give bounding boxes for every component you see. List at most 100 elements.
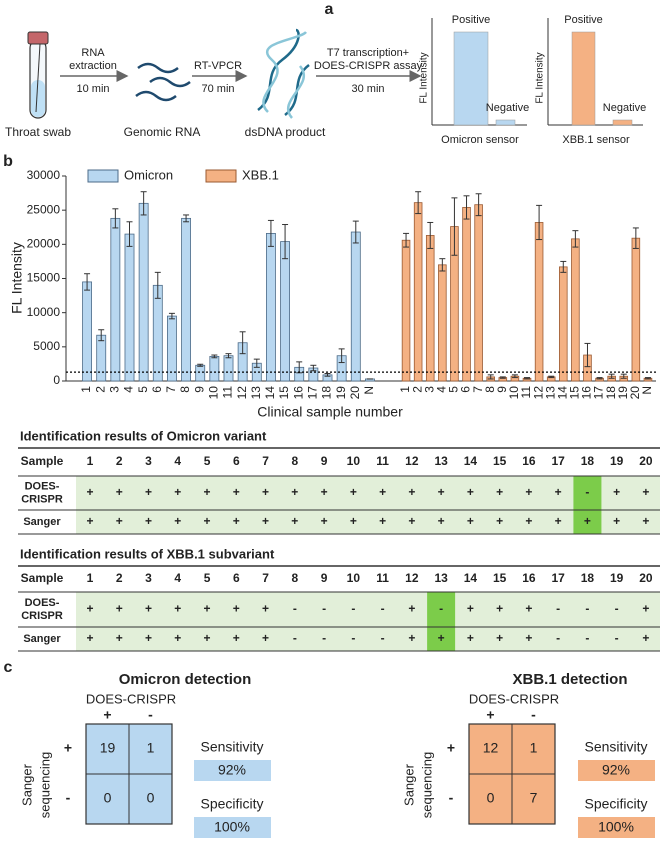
legend-swatch (87, 169, 119, 183)
column-label: 11 (376, 454, 389, 468)
table-cell: - (615, 602, 619, 616)
positive-label: Positive (564, 14, 603, 26)
x-tick-label: 5 (136, 386, 150, 393)
matrix-value: 0 (104, 790, 112, 806)
table-row-bg (76, 476, 660, 534)
legend-swatch (205, 169, 237, 183)
genomic-rna-icon (135, 62, 191, 102)
column-label: 4 (174, 571, 181, 585)
x-tick-label: 8 (483, 386, 497, 393)
table-cell: + (262, 602, 269, 616)
table-cell: + (233, 514, 240, 528)
table-cell: + (467, 602, 474, 616)
column-label: 9 (321, 454, 328, 468)
table-cell: + (145, 602, 152, 616)
negative-bar (612, 119, 633, 126)
row-label: + (64, 740, 72, 756)
x-tick-label: 3 (108, 386, 122, 393)
highlight-cell (427, 592, 456, 651)
x-tick-label: 5 (447, 386, 461, 393)
step-label: RT-VPCR (194, 60, 242, 72)
detection-title: XBB.1 detection (512, 671, 627, 688)
row-label: Sanger (23, 633, 61, 645)
table-cell: - (293, 631, 297, 645)
table-cell: + (233, 602, 240, 616)
x-tick-label: 4 (435, 386, 449, 393)
row-header: sequencing (419, 752, 434, 819)
table-cell: + (145, 485, 152, 499)
y-tick-label: 20000 (27, 237, 61, 251)
table-cell: + (204, 514, 211, 528)
bar (152, 284, 163, 382)
x-tick-label: 19 (616, 386, 630, 400)
column-label: 10 (347, 454, 361, 468)
table-cell: - (381, 602, 385, 616)
table-cell: - (556, 631, 560, 645)
negative-label: Negative (486, 102, 529, 114)
x-axis-label: Clinical sample number (257, 404, 403, 420)
bar (474, 204, 483, 382)
x-tick-label: 13 (543, 386, 557, 400)
x-tick-label: 14 (263, 386, 277, 400)
column-label: 3 (145, 571, 152, 585)
x-tick-label: 20 (628, 386, 642, 400)
bar (209, 355, 220, 382)
bar (280, 241, 290, 382)
col-label: + (103, 707, 111, 723)
bar (82, 281, 92, 382)
table-row-bg (76, 592, 660, 651)
table-cell: + (642, 485, 649, 499)
row-label: CRISPR (21, 493, 63, 505)
table-cell: + (438, 631, 445, 645)
sensor-label: Omicron sensor (441, 134, 519, 146)
table-cell: + (204, 485, 211, 499)
metric-name: Specificity (584, 796, 647, 812)
x-tick-label: 17 (592, 386, 606, 400)
x-tick-label: 7 (164, 386, 178, 393)
table-cell: + (262, 485, 269, 499)
col-label: - (148, 707, 153, 723)
x-tick-label: 8 (178, 386, 192, 393)
metric-box (578, 817, 655, 838)
column-label: 20 (639, 571, 653, 585)
table-cell: - (585, 485, 589, 499)
column-label: 4 (174, 454, 181, 468)
bar (425, 235, 435, 382)
y-axis-label: FL Intensity (9, 242, 25, 314)
column-label: 19 (610, 454, 624, 468)
metric-box (194, 817, 271, 838)
table-cell: + (116, 485, 123, 499)
x-tick-label: 12 (235, 386, 249, 400)
column-label: 1 (87, 571, 94, 585)
table-cell: + (350, 514, 357, 528)
column-label: 1 (87, 454, 94, 468)
table-cell: + (525, 631, 532, 645)
metric-value: 100% (214, 819, 250, 835)
x-tick-label: 15 (277, 386, 291, 400)
bar (181, 217, 191, 382)
table-cell: + (496, 485, 503, 499)
table-cell: + (145, 631, 152, 645)
column-label: 11 (376, 571, 389, 585)
step-time: 30 min (351, 83, 384, 95)
column-label: 13 (434, 571, 448, 585)
x-tick-label: 6 (150, 386, 164, 393)
x-tick-label: 9 (495, 386, 509, 393)
step-time: 10 min (76, 83, 109, 95)
table-cell: + (116, 514, 123, 528)
bar (438, 264, 447, 382)
column-label: 17 (551, 454, 565, 468)
bar (223, 355, 234, 382)
table-cell: + (467, 485, 474, 499)
bar (195, 364, 206, 382)
col-header: DOES-CRISPR (86, 691, 176, 706)
step-time: 70 min (201, 83, 234, 95)
table-cell: + (379, 485, 386, 499)
table-cell: + (555, 485, 562, 499)
matrix-value: 0 (487, 790, 495, 806)
x-tick-label: 13 (249, 386, 263, 400)
table-cell: + (204, 631, 211, 645)
table-cell: + (291, 485, 298, 499)
col-label: + (486, 707, 494, 723)
